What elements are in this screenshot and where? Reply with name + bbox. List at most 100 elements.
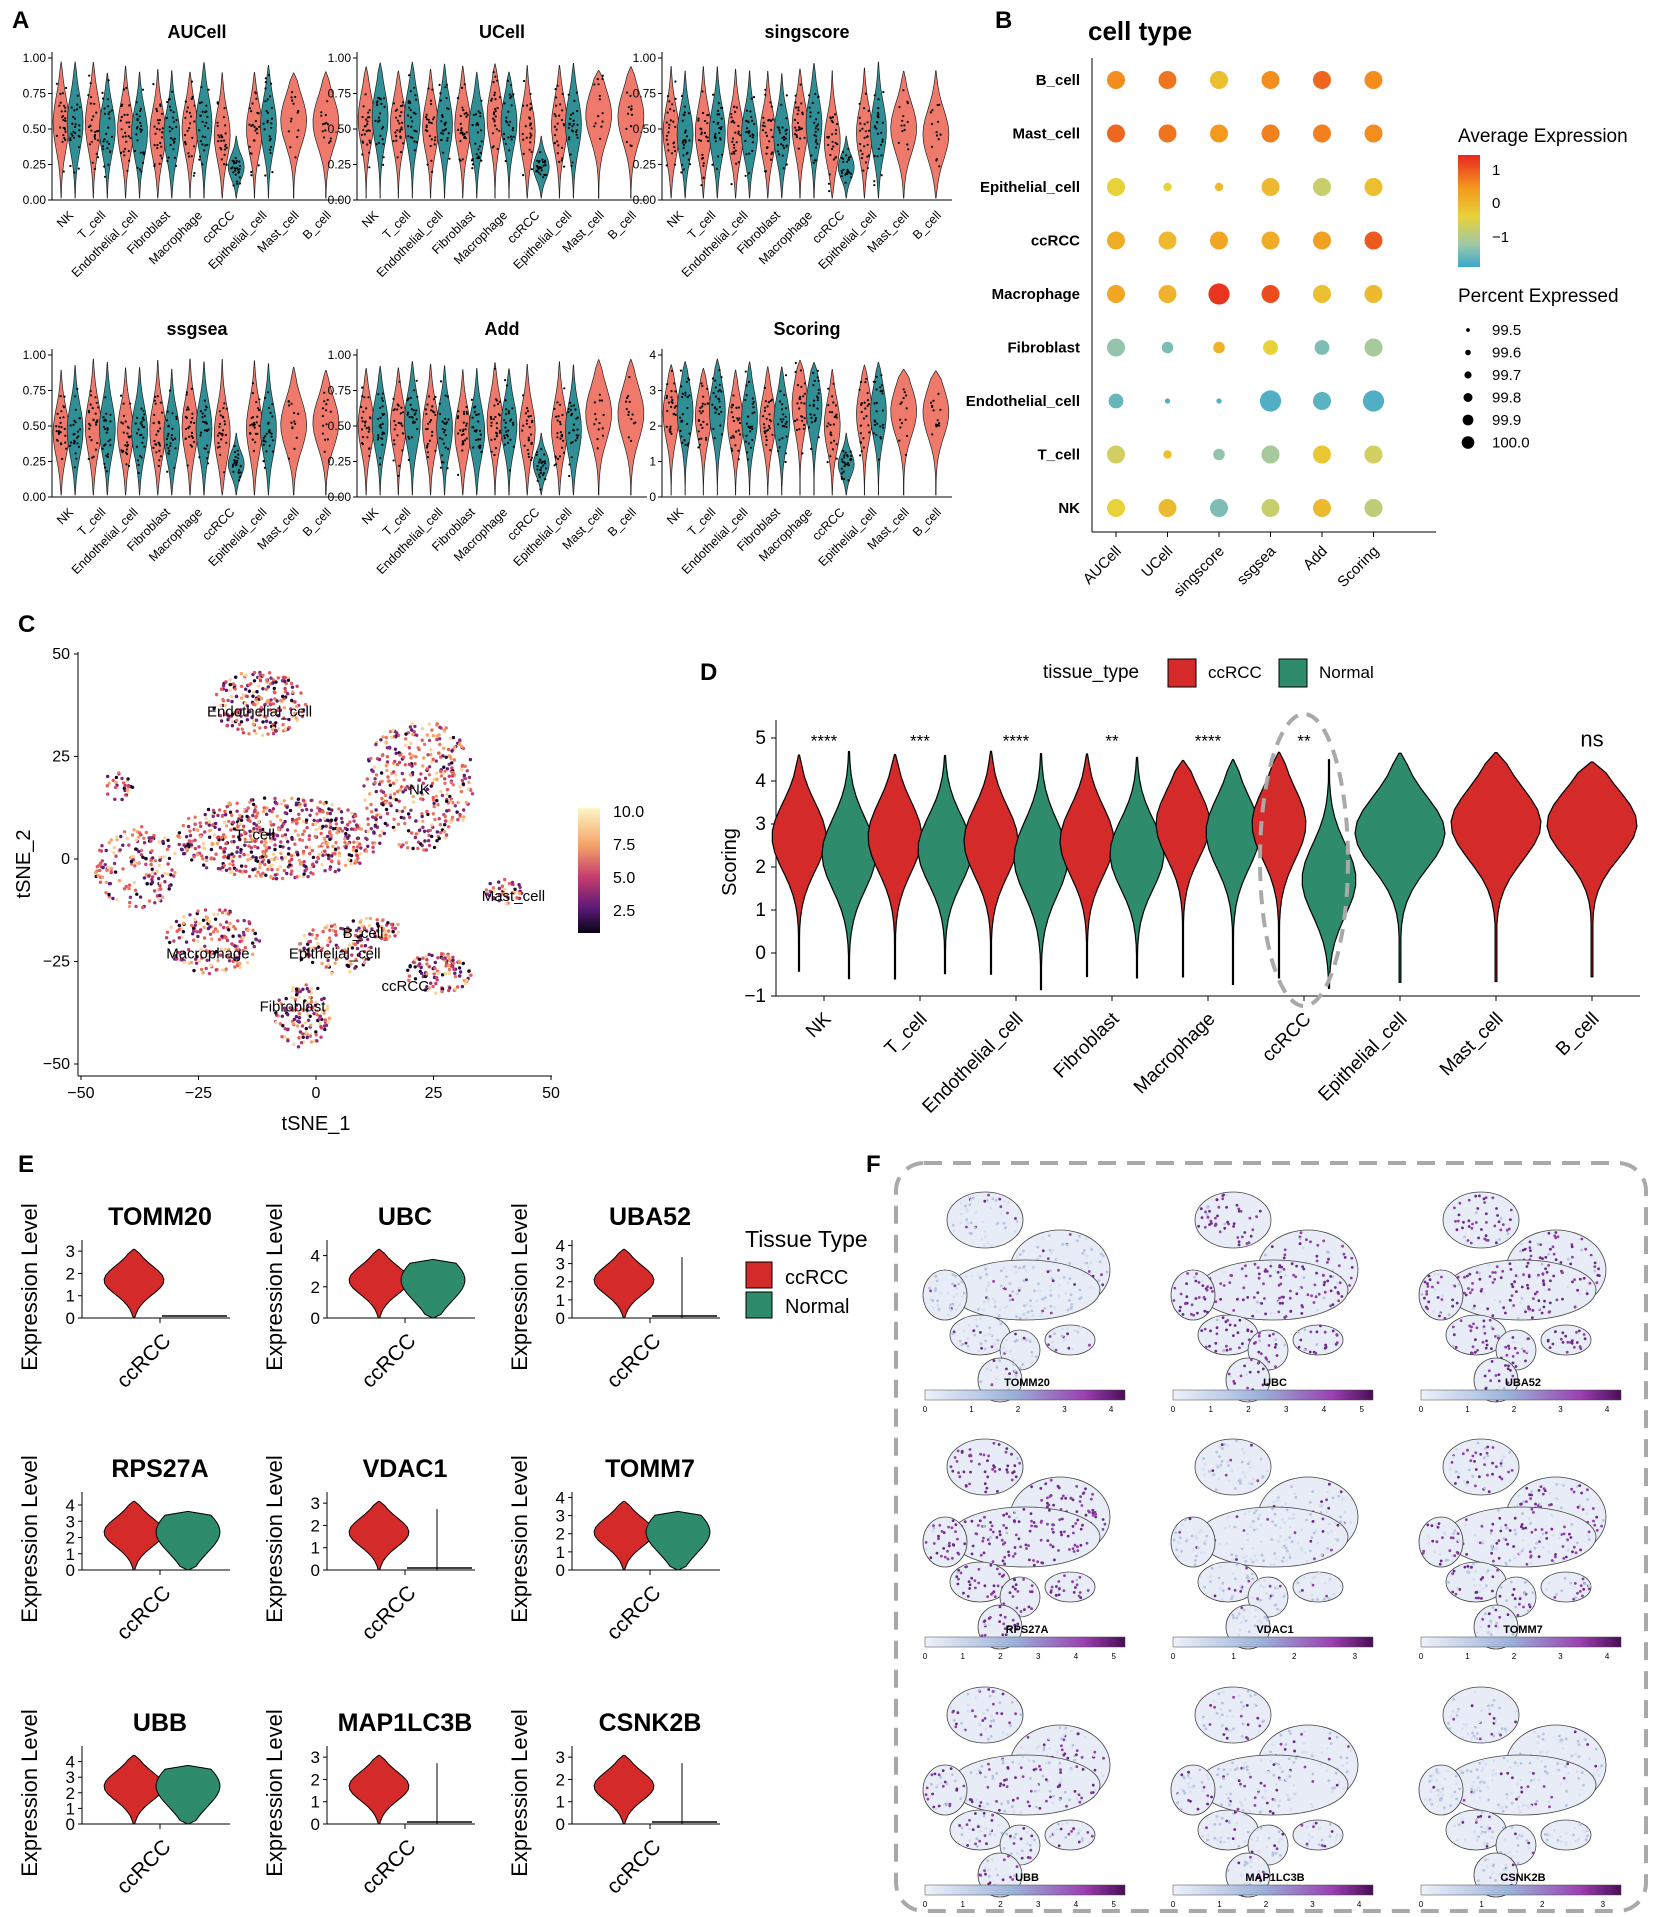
cell-point — [128, 895, 133, 899]
data-point — [679, 429, 682, 432]
data-point — [559, 423, 562, 426]
data-point — [561, 92, 564, 96]
data-point — [831, 121, 834, 124]
data-point — [899, 402, 902, 405]
cell-point — [188, 913, 192, 917]
data-point — [751, 133, 754, 136]
data-point — [553, 142, 556, 145]
data-point — [859, 432, 863, 435]
cell-point — [391, 930, 395, 934]
cell-point — [445, 787, 450, 792]
cell-point — [163, 836, 167, 840]
cell-point — [457, 966, 462, 970]
cell-point — [429, 981, 433, 985]
cell-point — [225, 824, 229, 828]
cell-point — [334, 933, 338, 937]
data-point — [494, 124, 497, 127]
data-point — [571, 130, 575, 133]
data-point — [506, 435, 510, 438]
cell-point — [300, 808, 304, 812]
dot-Macrophage-singscore — [1208, 283, 1230, 305]
data-point — [732, 394, 735, 397]
data-point — [166, 159, 169, 163]
cell-point — [231, 682, 235, 686]
cell-point — [133, 864, 137, 868]
cell-point — [282, 716, 286, 720]
cell-point — [348, 970, 352, 974]
cell-point — [158, 858, 162, 862]
data-point — [413, 389, 416, 392]
data-point — [700, 437, 703, 440]
data-point — [136, 119, 139, 122]
data-point — [563, 451, 566, 454]
cell-point — [242, 853, 246, 857]
data-point — [809, 413, 812, 416]
y-tick-label: 2 — [649, 419, 656, 433]
data-point — [544, 164, 547, 167]
cell-point — [456, 985, 460, 989]
cell-point — [163, 880, 167, 884]
data-point — [73, 442, 76, 445]
dot-Fibroblast-UCell — [1161, 341, 1174, 354]
data-point — [101, 145, 104, 148]
data-point — [665, 134, 669, 137]
cell-point — [434, 794, 438, 798]
cell-point — [355, 836, 360, 841]
data-point — [719, 128, 723, 131]
data-point — [816, 407, 819, 410]
data-point — [575, 91, 579, 94]
cluster-label-Endothelial_cell: Endothelial_cell — [207, 703, 312, 720]
data-point — [109, 151, 112, 154]
data-point — [322, 424, 325, 427]
cell-point — [188, 833, 193, 838]
data-point — [571, 429, 575, 432]
data-point — [268, 429, 271, 432]
cell-point — [354, 827, 358, 831]
data-point — [794, 101, 797, 104]
data-point — [495, 399, 499, 402]
cell-point — [427, 965, 431, 969]
colorbar-tick: 10.0 — [613, 804, 644, 821]
cell-point — [228, 688, 232, 692]
data-point — [803, 417, 806, 420]
data-point — [568, 463, 571, 466]
cell-point — [106, 774, 110, 779]
cell-point — [166, 872, 170, 876]
data-point — [460, 127, 463, 130]
cell-point — [251, 952, 255, 956]
violin-B_cell — [312, 370, 340, 496]
y-tick-label: 0.00 — [633, 193, 657, 207]
y-tick-label: 0 — [556, 1815, 565, 1834]
cell-point — [149, 862, 153, 867]
data-point — [224, 132, 227, 135]
data-point — [186, 406, 189, 409]
data-point — [686, 396, 689, 399]
violin-ccRCC — [532, 432, 550, 496]
data-point — [776, 143, 780, 146]
data-point — [366, 143, 369, 146]
cell-point — [392, 792, 397, 796]
data-point — [218, 425, 221, 428]
data-point — [596, 447, 599, 450]
cell-point — [278, 865, 282, 869]
data-point — [426, 456, 430, 459]
data-point — [509, 438, 512, 441]
data-point — [361, 115, 364, 119]
data-point — [412, 409, 415, 412]
cell-point — [226, 698, 230, 703]
data-point — [191, 136, 194, 139]
cell-point — [132, 828, 136, 832]
cell-point — [421, 781, 425, 785]
data-point — [376, 100, 379, 103]
cell-point — [385, 811, 390, 816]
cell-point — [239, 696, 244, 700]
y-tick-label: 3 — [66, 1242, 75, 1261]
panel-label-E: E — [18, 1151, 34, 1178]
data-point — [873, 94, 876, 97]
data-point — [109, 420, 112, 423]
data-point — [235, 159, 238, 162]
data-point — [556, 436, 559, 439]
cell-point — [291, 985, 295, 990]
violin-NK — [676, 70, 694, 199]
data-point — [554, 115, 557, 118]
